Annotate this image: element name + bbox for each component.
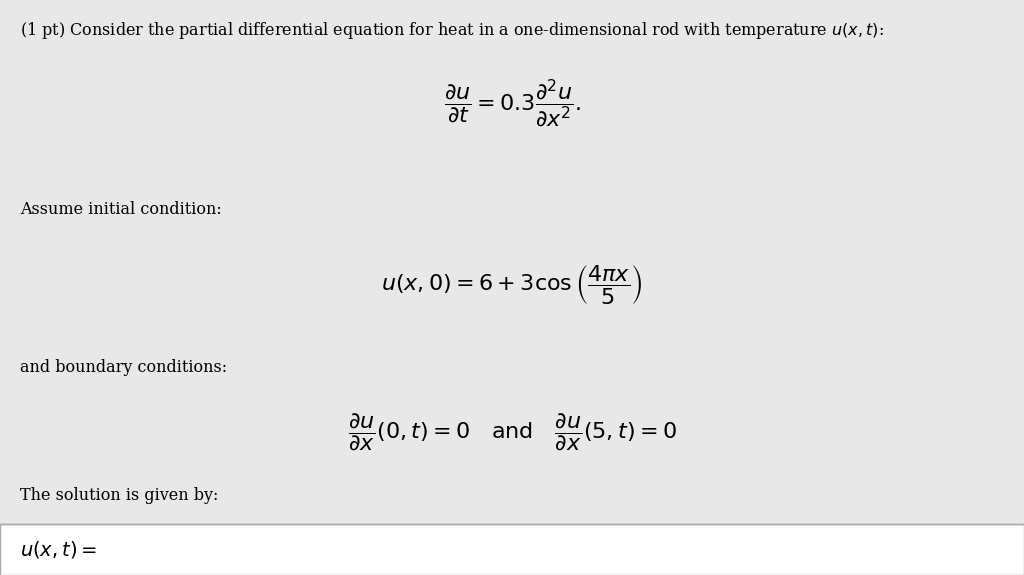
Text: $u(x,t) =$: $u(x,t) =$ xyxy=(20,539,97,560)
Text: $\dfrac{\partial u}{\partial t} = 0.3\dfrac{\partial^2 u}{\partial x^2}.$: $\dfrac{\partial u}{\partial t} = 0.3\df… xyxy=(443,77,581,130)
Text: (1 pt) Consider the partial differential equation for heat in a one-dimensional : (1 pt) Consider the partial differential… xyxy=(20,20,885,41)
FancyBboxPatch shape xyxy=(0,524,1024,575)
Text: Assume initial condition:: Assume initial condition: xyxy=(20,201,222,218)
Text: The solution is given by:: The solution is given by: xyxy=(20,487,219,504)
Text: and boundary conditions:: and boundary conditions: xyxy=(20,359,227,377)
Text: $\dfrac{\partial u}{\partial x}(0,t) = 0 \quad \text{and} \quad \dfrac{\partial : $\dfrac{\partial u}{\partial x}(0,t) = 0… xyxy=(347,412,677,453)
Text: $u(x,0) = 6 + 3\cos\left(\dfrac{4\pi x}{5}\right)$: $u(x,0) = 6 + 3\cos\left(\dfrac{4\pi x}{… xyxy=(381,263,643,306)
